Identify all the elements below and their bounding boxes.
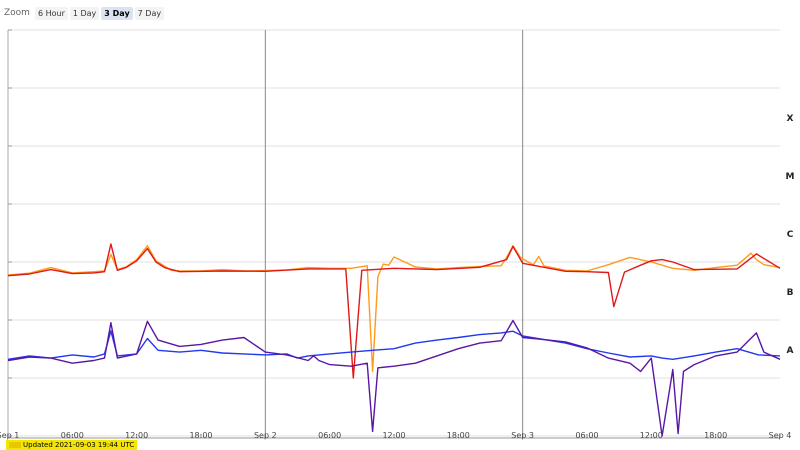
x-tick-label: 18:00 [189,431,212,440]
zoom-3-day-button[interactable]: 3 Day [101,6,133,20]
x-tick-label: Sep 3 [511,431,534,440]
x-tick-label: 12:00 [382,431,405,440]
chart-gridlines [8,29,780,437]
chart-series [7,243,781,437]
zoom-7-day-button[interactable]: 7 Day [134,6,165,20]
update-status-text: Updated 2021-09-03 19:44 UTC [23,441,135,449]
x-tick-label: 06:00 [575,431,598,440]
zoom-6-hour-button[interactable]: 6 Hour [34,6,68,20]
flare-class-label-A: A [787,346,794,356]
zoom-bar: Zoom 6 Hour 1 Day 3 Day 7 Day [4,5,165,21]
x-tick-label: 06:00 [318,431,341,440]
update-status-badge: Updated 2021-09-03 19:44 UTC [6,440,138,450]
status-swatch [9,442,21,448]
series-line-purple [7,319,781,437]
zoom-label: Zoom [4,8,30,18]
flare-class-label-C: C [787,230,794,240]
series-line-red [7,243,781,379]
flare-class-label-M: M [786,172,795,182]
series-line-orange [7,244,781,373]
x-tick-label: Sep 1 [0,431,19,440]
chart-x-axis: Sep 1 06:00 12:00 18:00 Sep 2 06:00 12:00 18:00… [0,431,791,440]
zoom-1-day-button[interactable]: 1 Day [69,6,100,20]
x-tick-label: Sep 4 [769,431,792,440]
chart-day-lines [264,30,524,438]
x-tick-label: 18:00 [704,431,727,440]
x-tick-label: Sep 2 [254,431,277,440]
series-line-blue [7,330,781,360]
flare-class-label-B: B [787,288,794,298]
flare-class-label-X: X [787,114,794,124]
flare-class-labels: X M C B A [786,114,795,356]
x-tick-label: 18:00 [447,431,470,440]
x-tick-label: 06:00 [61,431,84,440]
x-tick-label: 12:00 [640,431,663,440]
chart-y-ticks [7,29,12,438]
x-tick-label: 12:00 [125,431,148,440]
